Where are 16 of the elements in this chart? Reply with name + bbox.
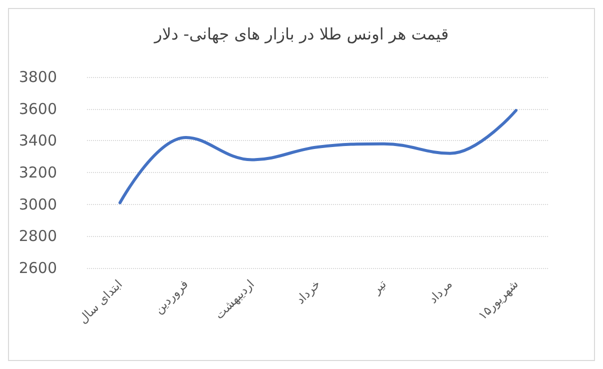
chart-title: قیمت هر اونس طلا در بازار های جهانی- دلار	[153, 24, 449, 44]
y-tick-label: 2600	[18, 259, 57, 277]
x-tick-label: مرداد	[426, 277, 455, 306]
x-tick-label: فروردین	[152, 277, 191, 316]
y-tick-label: 3200	[18, 164, 57, 182]
line-series	[118, 108, 518, 204]
x-tick-label: ابتدای سال	[76, 277, 125, 326]
y-tick-label: 2800	[18, 227, 57, 246]
x-tick-label: خرداد	[293, 277, 323, 307]
y-tick-label: 3600	[18, 100, 57, 118]
x-tick-label: ۱۵شهریور	[475, 277, 521, 323]
y-tick-label: 3400	[18, 132, 57, 150]
y-tick-label: 3800	[18, 68, 57, 86]
x-tick-label: اردیبهشت	[212, 277, 257, 322]
x-tick-label: تیر	[368, 277, 389, 298]
y-tick-label: 3000	[18, 195, 57, 214]
